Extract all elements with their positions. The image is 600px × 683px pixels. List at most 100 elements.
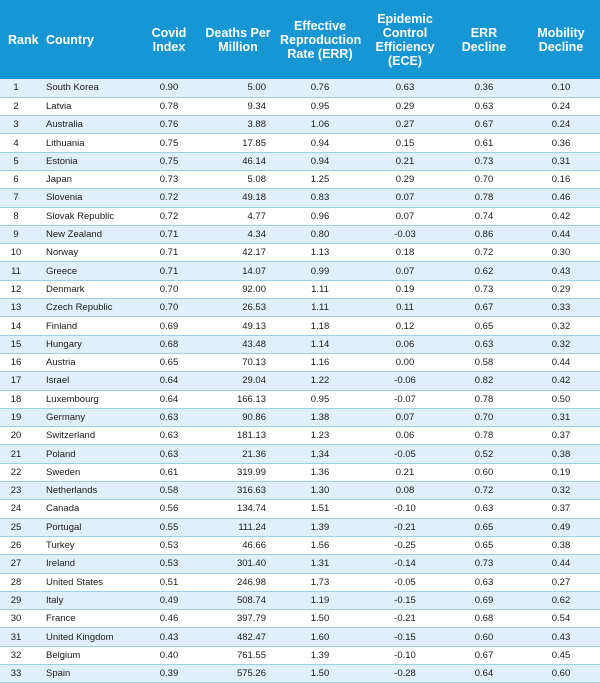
cell-rank: 16 xyxy=(0,353,42,373)
header-covid-index: Covid Index xyxy=(151,25,187,54)
cell-deaths-per-million: 49.13 xyxy=(200,316,276,336)
table-row: 26 Turkey 0.53 46.66 1.56 -0.25 0.65 0.38 xyxy=(0,536,600,556)
cell-err-decline: 0.67 xyxy=(446,646,522,666)
table-row: 6 Japan 0.73 5.08 1.25 0.29 0.70 0.16 xyxy=(0,170,600,190)
cell-covid-index: 0.90 xyxy=(138,79,200,98)
cell-rank: 15 xyxy=(0,335,42,354)
cell-mobility-decline: 0.31 xyxy=(522,408,600,428)
cell-country: Canada xyxy=(42,499,138,519)
cell-ece: 0.21 xyxy=(364,463,446,483)
cell-country: Hungary xyxy=(42,335,138,354)
cell-covid-index: 0.55 xyxy=(138,518,200,537)
cell-deaths-per-million: 21.36 xyxy=(200,444,276,464)
cell-deaths-per-million: 14.07 xyxy=(200,261,276,281)
cell-country: Spain xyxy=(42,664,138,683)
cell-mobility-decline: 0.32 xyxy=(522,335,600,354)
table-row: 13 Czech Republic 0.70 26.53 1.11 0.11 0.67 0.3… xyxy=(0,298,600,318)
cell-rank: 14 xyxy=(0,316,42,336)
table-row: 28 United States 0.51 246.98 1.73 -0.05 0.63 0.… xyxy=(0,573,600,592)
cell-err: 0.94 xyxy=(276,152,364,171)
cell-ece: 0.11 xyxy=(364,298,446,318)
cell-err-decline: 0.73 xyxy=(446,280,522,300)
cell-err-decline: 0.73 xyxy=(446,554,522,574)
cell-err-decline: 0.78 xyxy=(446,188,522,208)
cell-country: Belgium xyxy=(42,646,138,666)
cell-covid-index: 0.72 xyxy=(138,207,200,226)
cell-rank: 25 xyxy=(0,518,42,537)
table-row: 8 Slovak Republic 0.72 4.77 0.96 0.07 0.74 0.42 xyxy=(0,207,600,226)
cell-mobility-decline: 0.33 xyxy=(522,298,600,318)
cell-covid-index: 0.71 xyxy=(138,243,200,263)
cell-deaths-per-million: 46.66 xyxy=(200,536,276,556)
cell-rank: 32 xyxy=(0,646,42,666)
cell-err: 1.56 xyxy=(276,536,364,556)
cell-country: Israel xyxy=(42,371,138,391)
cell-covid-index: 0.63 xyxy=(138,408,200,428)
cell-ece: 0.12 xyxy=(364,316,446,336)
cell-covid-index: 0.61 xyxy=(138,463,200,483)
cell-rank: 11 xyxy=(0,261,42,281)
cell-err-decline: 0.60 xyxy=(446,627,522,647)
cell-covid-index: 0.39 xyxy=(138,664,200,683)
cell-rank: 10 xyxy=(0,243,42,263)
cell-err: 1.16 xyxy=(276,353,364,373)
cell-err-decline: 0.70 xyxy=(446,170,522,190)
cell-deaths-per-million: 43.48 xyxy=(200,335,276,354)
cell-deaths-per-million: 482.47 xyxy=(200,627,276,647)
cell-mobility-decline: 0.24 xyxy=(522,115,600,135)
cell-country: Latvia xyxy=(42,97,138,117)
cell-covid-index: 0.53 xyxy=(138,554,200,574)
cell-err: 1.11 xyxy=(276,280,364,300)
cell-deaths-per-million: 246.98 xyxy=(200,573,276,592)
table-row: 1 South Korea 0.90 5.00 0.76 0.63 0.36 0.10 xyxy=(0,79,600,98)
cell-ece: 0.00 xyxy=(364,353,446,373)
cell-deaths-per-million: 3.88 xyxy=(200,115,276,135)
table-row: 29 Italy 0.49 508.74 1.19 -0.15 0.69 0.62 xyxy=(0,591,600,611)
cell-err: 0.76 xyxy=(276,79,364,98)
cell-err-decline: 0.82 xyxy=(446,371,522,391)
cell-mobility-decline: 0.27 xyxy=(522,573,600,592)
table-row: 4 Lithuania 0.75 17.85 0.94 0.15 0.61 0.36 xyxy=(0,133,600,153)
cell-err-decline: 0.69 xyxy=(446,591,522,611)
cell-err-decline: 0.86 xyxy=(446,225,522,245)
cell-ece: 0.08 xyxy=(364,481,446,501)
table-header: Rank Country Covid Index Deaths Per Mill… xyxy=(0,0,600,79)
cell-err-decline: 0.65 xyxy=(446,536,522,556)
cell-covid-index: 0.58 xyxy=(138,481,200,501)
cell-err: 1.38 xyxy=(276,408,364,428)
cell-rank: 7 xyxy=(0,188,42,208)
cell-err: 0.99 xyxy=(276,261,364,281)
cell-country: Greece xyxy=(42,261,138,281)
cell-err-decline: 0.63 xyxy=(446,335,522,354)
cell-country: Luxembourg xyxy=(42,390,138,409)
cell-deaths-per-million: 111.24 xyxy=(200,518,276,537)
table-row: 32 Belgium 0.40 761.55 1.39 -0.10 0.67 0.45 xyxy=(0,646,600,666)
cell-covid-index: 0.40 xyxy=(138,646,200,666)
cell-mobility-decline: 0.16 xyxy=(522,170,600,190)
cell-err-decline: 0.63 xyxy=(446,499,522,519)
cell-deaths-per-million: 134.74 xyxy=(200,499,276,519)
cell-err: 1.36 xyxy=(276,463,364,483)
cell-ece: -0.15 xyxy=(364,591,446,611)
cell-deaths-per-million: 4.77 xyxy=(200,207,276,226)
cell-deaths-per-million: 49.18 xyxy=(200,188,276,208)
cell-err-decline: 0.78 xyxy=(446,426,522,446)
cell-err-decline: 0.58 xyxy=(446,353,522,373)
cell-rank: 28 xyxy=(0,573,42,592)
header-err-decline: ERR Decline xyxy=(461,25,507,54)
cell-covid-index: 0.43 xyxy=(138,627,200,647)
cell-rank: 24 xyxy=(0,499,42,519)
table-row: 30 France 0.46 397.79 1.50 -0.21 0.68 0.54 xyxy=(0,609,600,629)
table-row: 19 Germany 0.63 90.86 1.38 0.07 0.70 0.31 xyxy=(0,408,600,428)
cell-country: Estonia xyxy=(42,152,138,171)
cell-country: Australia xyxy=(42,115,138,135)
table-row: 7 Slovenia 0.72 49.18 0.83 0.07 0.78 0.46 xyxy=(0,188,600,208)
cell-err-decline: 0.64 xyxy=(446,664,522,683)
cell-covid-index: 0.72 xyxy=(138,188,200,208)
cell-covid-index: 0.46 xyxy=(138,609,200,629)
cell-ece: 0.07 xyxy=(364,207,446,226)
cell-deaths-per-million: 17.85 xyxy=(200,133,276,153)
cell-country: Slovak Republic xyxy=(42,207,138,226)
cell-ece: -0.06 xyxy=(364,371,446,391)
